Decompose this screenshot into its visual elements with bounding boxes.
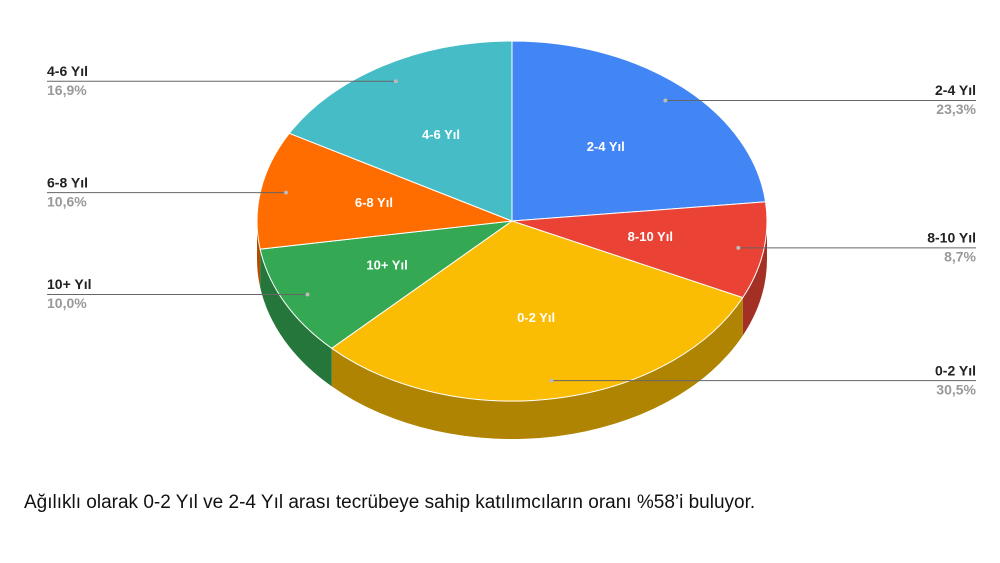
value-label: 10,0% (47, 295, 87, 311)
inner-label: 4-6 Yıl (422, 127, 460, 142)
leader-dot (284, 190, 289, 195)
inner-label: 0-2 Yıl (517, 310, 555, 325)
legend-label: 2-4 Yıl (935, 82, 976, 98)
caption: Ağılıklı olarak 0-2 Yıl ve 2-4 Yıl arası… (24, 492, 755, 513)
slice (511, 40, 767, 222)
value-label: 23,3% (936, 101, 976, 117)
slice (256, 132, 513, 250)
slice-side (331, 297, 743, 440)
slice (330, 220, 744, 402)
inner-label: 6-8 Yıl (355, 195, 393, 210)
legend-label: 4-6 Yıl (47, 63, 88, 79)
value-label: 8,7% (944, 249, 976, 265)
slice (259, 220, 513, 349)
inner-label: 8-10 Yıl (628, 229, 673, 244)
leader-dot (393, 79, 398, 84)
slice (288, 40, 513, 222)
value-label: 10,6% (47, 193, 87, 209)
leader-dot (663, 98, 668, 103)
slice-side (260, 249, 332, 387)
leader-dot (549, 378, 554, 383)
value-label: 30,5% (936, 381, 976, 397)
leader-dot (305, 292, 310, 297)
value-label: 16,9% (47, 82, 87, 98)
legend-label: 6-8 Yıl (47, 174, 88, 190)
leader-dot (736, 245, 741, 250)
slice (511, 201, 768, 299)
inner-label: 2-4 Yıl (587, 139, 625, 154)
legend-label: 8-10 Yıl (927, 230, 976, 246)
legend-label: 10+ Yıl (47, 276, 92, 292)
legend-label: 0-2 Yıl (935, 362, 976, 378)
slice-side (742, 221, 767, 336)
inner-label: 10+ Yıl (366, 257, 407, 272)
